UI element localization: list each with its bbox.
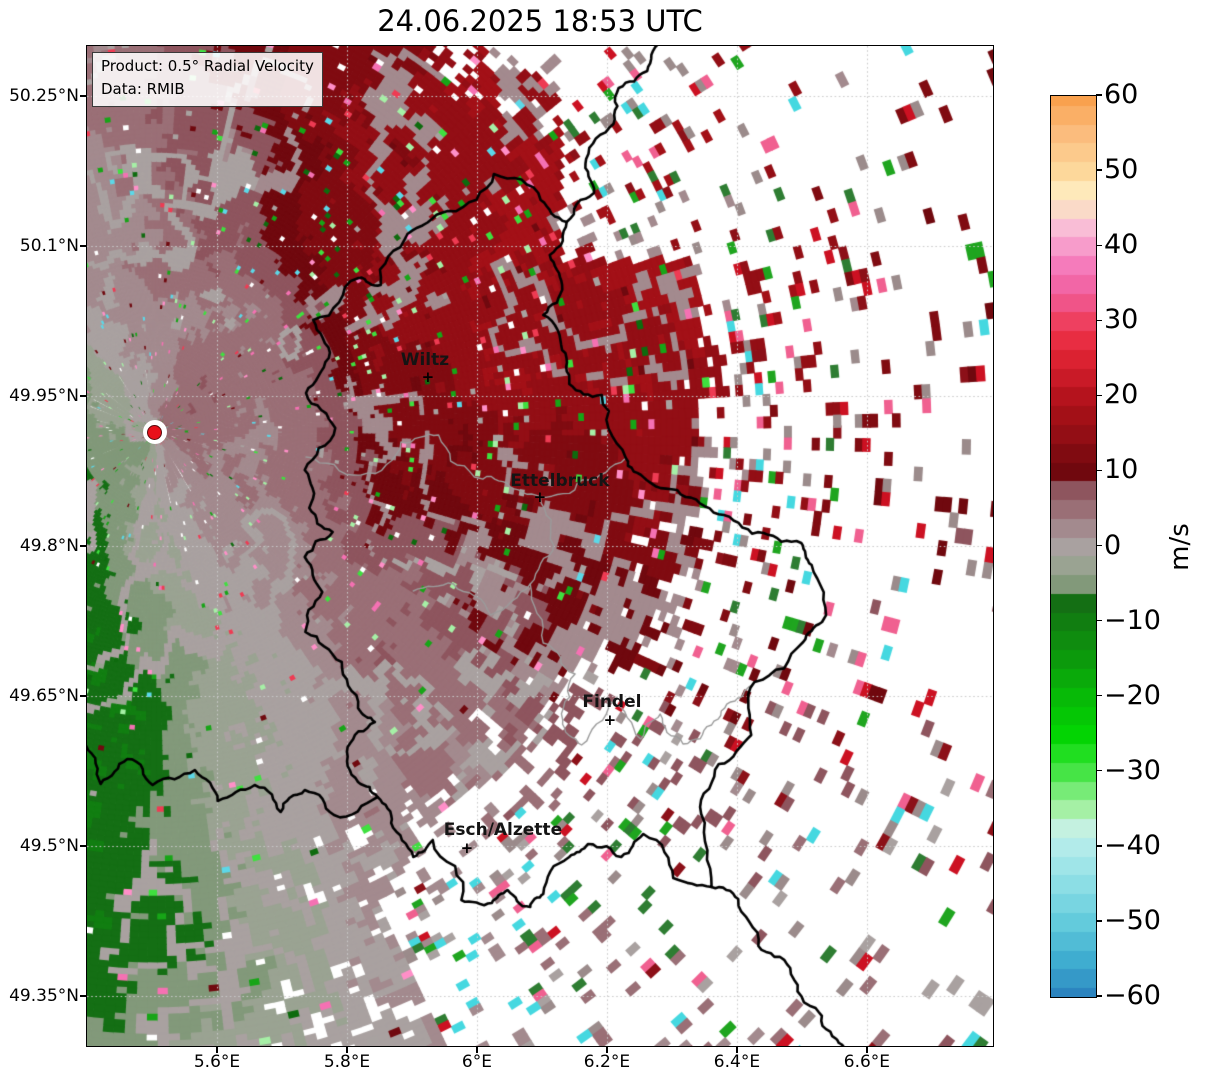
colorbar-tick-label: 20	[1104, 379, 1139, 411]
tick-mark	[80, 395, 86, 397]
colorbar-tick-label: −40	[1104, 829, 1161, 861]
tick-mark	[80, 845, 86, 847]
tick-mark	[80, 995, 86, 997]
y-tick-label: 49.35°N	[9, 986, 79, 1006]
colorbar-tick-label: −50	[1104, 904, 1161, 936]
y-tick-label: 49.95°N	[9, 386, 79, 406]
tick-mark	[1096, 695, 1102, 697]
map-plot-area: Product: 0.5° Radial Velocity Data: RMIB…	[87, 46, 993, 1046]
tick-mark	[1096, 319, 1102, 321]
tick-mark	[1096, 995, 1102, 997]
radar-map-canvas	[87, 46, 993, 1046]
y-tick-label: 49.8°N	[19, 536, 79, 556]
x-tick-label: 6.6°E	[843, 1052, 891, 1072]
tick-mark	[80, 695, 86, 697]
product-info-line2: Data: RMIB	[101, 80, 185, 99]
y-tick-label: 49.5°N	[19, 836, 79, 856]
city-marker: +	[603, 711, 617, 729]
x-tick-label: 6°E	[461, 1052, 492, 1072]
x-tick-label: 6.2°E	[583, 1052, 631, 1072]
tick-mark	[1096, 94, 1102, 96]
figure-title: 24.06.2025 18:53 UTC	[377, 4, 703, 38]
city-label: Findel	[582, 692, 642, 712]
city-marker: +	[533, 488, 547, 506]
tick-mark	[1096, 845, 1102, 847]
tick-mark	[1096, 920, 1102, 922]
colorbar-tick-label: −20	[1104, 679, 1161, 711]
tick-mark	[1096, 619, 1102, 622]
colorbar-tick-label: −30	[1104, 754, 1161, 786]
city-marker: +	[421, 368, 435, 386]
colorbar	[1050, 95, 1097, 998]
tick-mark	[216, 1047, 218, 1053]
x-tick-label: 5.6°E	[193, 1052, 241, 1072]
city-marker: +	[460, 839, 474, 857]
plot-frame	[86, 45, 994, 1047]
tick-mark	[1096, 394, 1102, 397]
colorbar-tick-label: 40	[1104, 229, 1139, 261]
tick-mark	[346, 1047, 348, 1053]
x-tick-label: 6.4°E	[713, 1052, 761, 1072]
tick-mark	[606, 1047, 608, 1053]
y-tick-label: 50.1°N	[19, 236, 79, 256]
colorbar-tick-label: 30	[1104, 304, 1139, 336]
colorbar-tick-label: 0	[1104, 529, 1122, 561]
tick-mark	[80, 245, 86, 247]
tick-mark	[80, 95, 86, 97]
colorbar-tick-label: 10	[1104, 454, 1139, 486]
city-label: Ettelbruck	[510, 471, 610, 491]
tick-mark	[736, 1047, 738, 1053]
tick-mark	[866, 1047, 868, 1053]
colorbar-unit-label: m/s	[1165, 523, 1195, 571]
colorbar-tick-label: −10	[1104, 604, 1161, 636]
city-label: Wiltz	[400, 350, 450, 370]
city-label: Esch/Alzette	[443, 820, 563, 840]
tick-mark	[476, 1047, 478, 1053]
product-info-line1: Product: 0.5° Radial Velocity	[101, 57, 314, 75]
y-tick-label: 50.25°N	[9, 86, 79, 106]
radar-site-marker	[147, 424, 163, 440]
y-tick-label: 49.65°N	[9, 686, 79, 706]
colorbar-tick-label: −60	[1104, 980, 1161, 1011]
tick-mark	[80, 545, 86, 547]
tick-mark	[1096, 469, 1102, 472]
x-tick-label: 5.8°E	[323, 1052, 371, 1072]
tick-mark	[1096, 169, 1102, 171]
tick-mark	[1096, 544, 1102, 547]
colorbar-tick-label: 60	[1104, 79, 1139, 110]
product-info-box: Product: 0.5° Radial Velocity Data: RMIB	[92, 52, 323, 107]
tick-mark	[1096, 244, 1102, 246]
colorbar-tick-label: 50	[1104, 154, 1139, 186]
tick-mark	[1096, 770, 1102, 772]
